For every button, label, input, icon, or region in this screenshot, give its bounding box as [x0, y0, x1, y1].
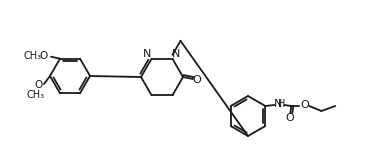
Text: N: N — [274, 99, 283, 109]
Text: CH₃: CH₃ — [27, 90, 45, 100]
Text: O: O — [300, 100, 309, 110]
Text: CH₃: CH₃ — [24, 51, 42, 61]
Text: O: O — [39, 51, 47, 61]
Text: N: N — [143, 49, 152, 59]
Text: O: O — [285, 113, 294, 123]
Text: H: H — [278, 99, 285, 109]
Text: O: O — [193, 75, 201, 85]
Text: N: N — [172, 49, 181, 59]
Text: O: O — [34, 80, 42, 90]
